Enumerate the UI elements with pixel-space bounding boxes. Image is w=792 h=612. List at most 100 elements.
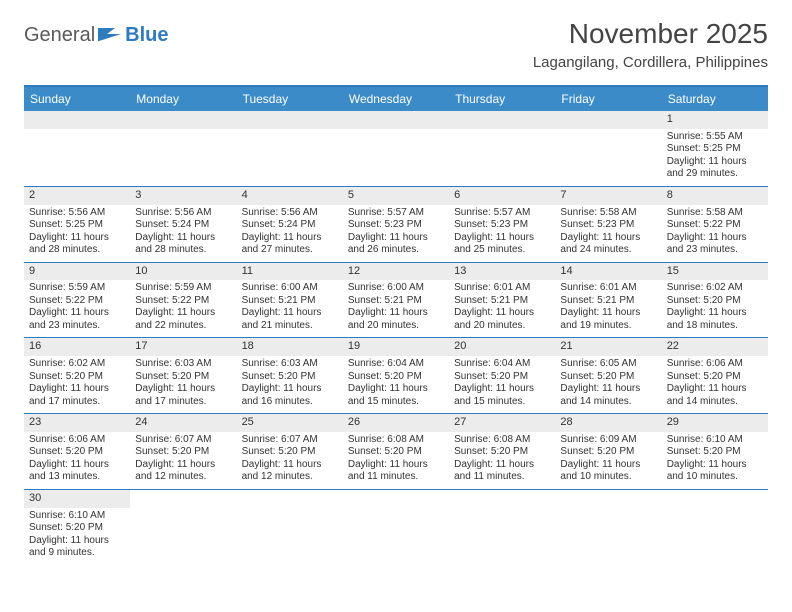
- sunset-text: Sunset: 5:21 PM: [348, 295, 444, 308]
- daylight2-text: and 25 minutes.: [454, 244, 550, 257]
- daylight2-text: and 23 minutes.: [29, 320, 125, 333]
- daylight2-text: and 10 minutes.: [667, 471, 763, 484]
- day-header: Tuesday: [237, 87, 343, 111]
- daylight2-text: and 14 minutes.: [667, 396, 763, 409]
- sunset-text: Sunset: 5:21 PM: [560, 295, 656, 308]
- sunrise-text: Sunrise: 5:58 AM: [560, 207, 656, 220]
- day-number: 27: [449, 414, 555, 432]
- sunset-text: Sunset: 5:22 PM: [29, 295, 125, 308]
- daylight1-text: Daylight: 11 hours: [135, 459, 231, 472]
- daylight2-text: and 13 minutes.: [29, 471, 125, 484]
- day-cell: 18Sunrise: 6:03 AMSunset: 5:20 PMDayligh…: [237, 338, 343, 413]
- daylight2-text: and 10 minutes.: [560, 471, 656, 484]
- day-cell: [24, 111, 130, 186]
- sunset-text: Sunset: 5:20 PM: [242, 446, 338, 459]
- day-cell: [449, 490, 555, 565]
- daylight2-text: and 18 minutes.: [667, 320, 763, 333]
- day-cell: 10Sunrise: 5:59 AMSunset: 5:22 PMDayligh…: [130, 263, 236, 338]
- day-cell: 1Sunrise: 5:55 AMSunset: 5:25 PMDaylight…: [662, 111, 768, 186]
- weeks-container: 1Sunrise: 5:55 AMSunset: 5:25 PMDaylight…: [24, 111, 768, 565]
- daylight1-text: Daylight: 11 hours: [560, 383, 656, 396]
- sunrise-text: Sunrise: 6:04 AM: [348, 358, 444, 371]
- day-number: [24, 111, 130, 129]
- sunrise-text: Sunrise: 5:59 AM: [135, 282, 231, 295]
- day-cell: 26Sunrise: 6:08 AMSunset: 5:20 PMDayligh…: [343, 414, 449, 489]
- week-row: 16Sunrise: 6:02 AMSunset: 5:20 PMDayligh…: [24, 338, 768, 414]
- day-number: 20: [449, 338, 555, 356]
- sunrise-text: Sunrise: 5:56 AM: [29, 207, 125, 220]
- day-number: 5: [343, 187, 449, 205]
- daylight1-text: Daylight: 11 hours: [348, 307, 444, 320]
- daylight2-text: and 9 minutes.: [29, 547, 125, 560]
- day-cell: 16Sunrise: 6:02 AMSunset: 5:20 PMDayligh…: [24, 338, 130, 413]
- daylight1-text: Daylight: 11 hours: [242, 459, 338, 472]
- daylight2-text: and 27 minutes.: [242, 244, 338, 257]
- day-number: 4: [237, 187, 343, 205]
- day-number: 7: [555, 187, 661, 205]
- day-cell: 11Sunrise: 6:00 AMSunset: 5:21 PMDayligh…: [237, 263, 343, 338]
- sunrise-text: Sunrise: 6:05 AM: [560, 358, 656, 371]
- sunset-text: Sunset: 5:21 PM: [454, 295, 550, 308]
- day-cell: 22Sunrise: 6:06 AMSunset: 5:20 PMDayligh…: [662, 338, 768, 413]
- daylight1-text: Daylight: 11 hours: [454, 383, 550, 396]
- day-header: Saturday: [662, 87, 768, 111]
- daylight1-text: Daylight: 11 hours: [29, 232, 125, 245]
- calendar: Sunday Monday Tuesday Wednesday Thursday…: [24, 85, 768, 565]
- day-cell: [343, 111, 449, 186]
- day-cell: 23Sunrise: 6:06 AMSunset: 5:20 PMDayligh…: [24, 414, 130, 489]
- day-number: 10: [130, 263, 236, 281]
- daylight1-text: Daylight: 11 hours: [135, 232, 231, 245]
- daylight1-text: Daylight: 11 hours: [560, 307, 656, 320]
- sunrise-text: Sunrise: 5:57 AM: [454, 207, 550, 220]
- day-number: 12: [343, 263, 449, 281]
- day-cell: [237, 490, 343, 565]
- daylight2-text: and 26 minutes.: [348, 244, 444, 257]
- daylight1-text: Daylight: 11 hours: [348, 383, 444, 396]
- daylight1-text: Daylight: 11 hours: [242, 307, 338, 320]
- sunrise-text: Sunrise: 6:08 AM: [454, 434, 550, 447]
- daylight2-text: and 17 minutes.: [29, 396, 125, 409]
- sunrise-text: Sunrise: 6:01 AM: [560, 282, 656, 295]
- sunset-text: Sunset: 5:25 PM: [29, 219, 125, 232]
- daylight1-text: Daylight: 11 hours: [29, 535, 125, 548]
- daylight2-text: and 24 minutes.: [560, 244, 656, 257]
- logo-text-general: General: [24, 24, 95, 47]
- day-number: [343, 490, 449, 508]
- daylight2-text: and 11 minutes.: [348, 471, 444, 484]
- day-number: 21: [555, 338, 661, 356]
- header-row: General Blue November 2025 Lagangilang, …: [24, 18, 768, 71]
- day-number: 16: [24, 338, 130, 356]
- daylight2-text: and 19 minutes.: [560, 320, 656, 333]
- week-row: 1Sunrise: 5:55 AMSunset: 5:25 PMDaylight…: [24, 111, 768, 187]
- sunrise-text: Sunrise: 6:07 AM: [242, 434, 338, 447]
- daylight1-text: Daylight: 11 hours: [29, 307, 125, 320]
- day-cell: 21Sunrise: 6:05 AMSunset: 5:20 PMDayligh…: [555, 338, 661, 413]
- day-cell: 3Sunrise: 5:56 AMSunset: 5:24 PMDaylight…: [130, 187, 236, 262]
- daylight2-text: and 22 minutes.: [135, 320, 231, 333]
- day-number: [662, 490, 768, 508]
- daylight2-text: and 14 minutes.: [560, 396, 656, 409]
- day-cell: 27Sunrise: 6:08 AMSunset: 5:20 PMDayligh…: [449, 414, 555, 489]
- day-number: 19: [343, 338, 449, 356]
- sunrise-text: Sunrise: 6:02 AM: [29, 358, 125, 371]
- sunset-text: Sunset: 5:20 PM: [667, 371, 763, 384]
- sunrise-text: Sunrise: 5:59 AM: [29, 282, 125, 295]
- daylight1-text: Daylight: 11 hours: [29, 459, 125, 472]
- day-number: 9: [24, 263, 130, 281]
- daylight2-text: and 21 minutes.: [242, 320, 338, 333]
- day-cell: 8Sunrise: 5:58 AMSunset: 5:22 PMDaylight…: [662, 187, 768, 262]
- sunset-text: Sunset: 5:24 PM: [135, 219, 231, 232]
- day-header: Sunday: [24, 87, 130, 111]
- day-cell: 7Sunrise: 5:58 AMSunset: 5:23 PMDaylight…: [555, 187, 661, 262]
- day-number: 2: [24, 187, 130, 205]
- daylight2-text: and 16 minutes.: [242, 396, 338, 409]
- daylight1-text: Daylight: 11 hours: [348, 459, 444, 472]
- week-row: 9Sunrise: 5:59 AMSunset: 5:22 PMDaylight…: [24, 263, 768, 339]
- day-number: [449, 111, 555, 129]
- week-row: 30Sunrise: 6:10 AMSunset: 5:20 PMDayligh…: [24, 490, 768, 565]
- day-header: Thursday: [449, 87, 555, 111]
- day-number: 13: [449, 263, 555, 281]
- sunset-text: Sunset: 5:20 PM: [29, 371, 125, 384]
- sunrise-text: Sunrise: 6:00 AM: [348, 282, 444, 295]
- day-number: [130, 111, 236, 129]
